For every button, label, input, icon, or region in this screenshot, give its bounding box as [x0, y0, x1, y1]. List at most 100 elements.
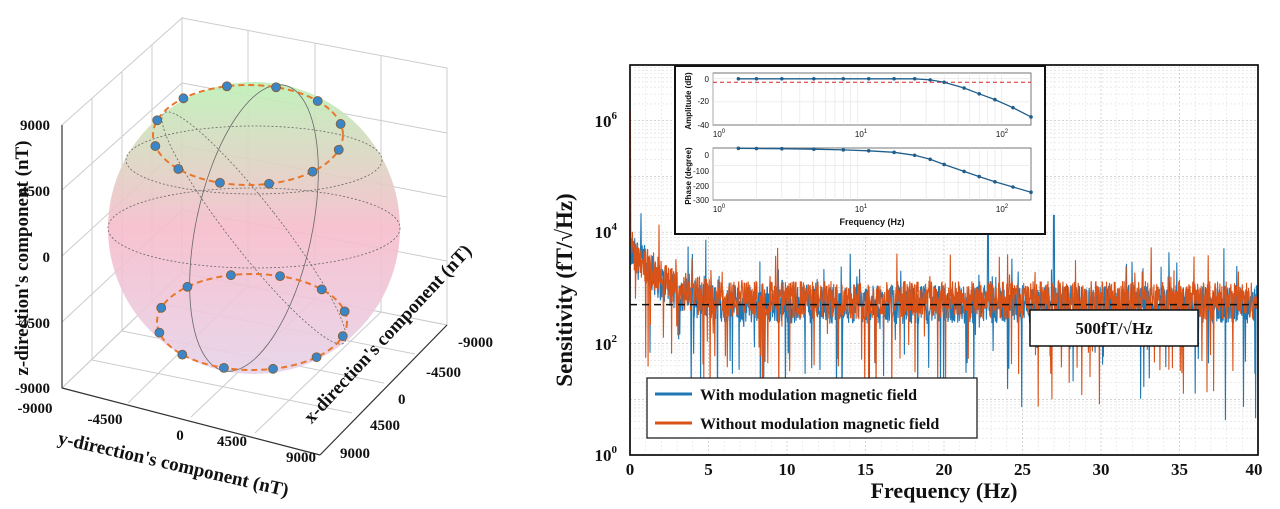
main-x-axis-label: Frequency (Hz)	[871, 478, 1018, 503]
y-tick-labels: -9000 -4500 0 4500 9000	[18, 401, 317, 466]
ring-point	[268, 363, 278, 374]
y-tick-label: 4500	[217, 434, 247, 450]
x-tick-label: 35	[1171, 460, 1188, 479]
phase-point	[1011, 185, 1015, 189]
amp-y-tick: -40	[697, 121, 709, 130]
ring-point	[337, 331, 348, 342]
x-tick-label: -4500	[426, 365, 461, 381]
ring-point	[173, 164, 184, 174]
ring-point	[316, 284, 327, 295]
phase-y-tick: -300	[693, 196, 710, 205]
z-tick-label: 9000	[20, 118, 50, 134]
x-tick-label: 30	[1093, 460, 1110, 479]
amp-x-tick: 100	[713, 129, 726, 139]
phase-y-tick: -100	[693, 167, 710, 176]
inset: 0 -20 -40 0 -100 -200 -300 100 101 102 1…	[674, 65, 1046, 235]
amp-y-axis-label: Amplitude (dB)	[684, 72, 693, 130]
ring-points	[150, 81, 350, 374]
amplitude-point	[993, 97, 997, 102]
amplitude-point	[977, 92, 982, 96]
x-tick-label: 20	[936, 460, 953, 479]
phase-point	[962, 169, 966, 174]
x-tick-label: 0	[626, 460, 635, 479]
ring-point	[177, 349, 188, 360]
ring-point	[311, 352, 322, 363]
inset-series	[736, 76, 1033, 194]
phase-point	[892, 150, 896, 155]
main-y-axis-label: Sensitivity (fT/√Hz)	[552, 193, 577, 386]
z-tick-labels: 9000 4500 0 -4500 -9000	[15, 118, 50, 397]
amp-y-tick: -20	[697, 97, 709, 106]
legend-box	[646, 377, 978, 439]
phase-point	[942, 162, 946, 167]
main-y-tick-labels: 100 102 104 106	[595, 110, 618, 465]
x-tick-label: -9000	[458, 335, 493, 351]
phase-point	[993, 180, 997, 184]
amplitude-point	[736, 76, 741, 81]
y-tick-1e0: 100	[595, 444, 618, 465]
amp-x-tick: 101	[855, 129, 868, 139]
y-tick-label: 9000	[286, 450, 316, 466]
amplitude-point	[892, 76, 896, 81]
x-tick-label: 40	[1246, 460, 1263, 479]
upper-ring	[152, 84, 344, 186]
ring-point	[215, 177, 225, 188]
amplitude-point	[866, 76, 871, 81]
y-tick-label: -9000	[18, 401, 53, 417]
ring-point	[182, 281, 193, 292]
ring-point	[222, 81, 232, 92]
x-tick-label: 25	[1014, 460, 1031, 479]
ring-point	[152, 115, 163, 126]
legend: With modulation magnetic field Without m…	[646, 377, 978, 439]
amplitude-point	[780, 76, 784, 81]
z-tick-label: -4500	[15, 316, 50, 332]
phase-x-tick: 101	[855, 204, 868, 214]
amplitude-point	[942, 80, 946, 85]
ring-point	[264, 178, 274, 189]
amplitude-point	[812, 76, 816, 81]
phase-plot-area	[712, 147, 1032, 201]
ring-point	[154, 327, 165, 338]
amplitude-point	[1029, 115, 1033, 119]
ring-point	[333, 144, 344, 155]
y-tick-label: -4500	[88, 412, 123, 428]
ring-point	[178, 93, 189, 104]
amp-plot-area	[712, 72, 1032, 126]
amplitude-point	[928, 78, 932, 82]
main-x-tick-labels: 0 5 10 15 20 25 30 35 40	[626, 460, 1263, 479]
x-tick-label: 10	[779, 460, 796, 479]
x-tick-label: 9000	[340, 446, 370, 462]
phase-point	[977, 174, 982, 179]
phase-point	[866, 148, 871, 153]
sphere-latitude-upper	[125, 125, 383, 195]
phase-y-axis-label: Phase (degree)	[684, 147, 693, 205]
z-tick-label: -9000	[15, 381, 50, 397]
phase-point	[841, 148, 846, 152]
ring-point	[275, 271, 285, 282]
phase-point	[928, 157, 932, 162]
amplitude-point	[1011, 105, 1015, 110]
phase-point	[912, 153, 917, 158]
phase-x-tick: 100	[713, 204, 726, 214]
phase-y-tick: -200	[693, 182, 710, 191]
amp-y-tick: 0	[705, 75, 710, 84]
ring-point	[150, 141, 161, 151]
x-axis-line	[319, 324, 448, 456]
y-tick-1e2: 102	[595, 333, 618, 354]
phase-point	[754, 146, 759, 151]
y-tick-1e4: 104	[595, 221, 618, 242]
legend-label-without: Without modulation magnetic field	[700, 416, 939, 433]
reference-label-box	[1029, 309, 1199, 347]
z-axis-label: z-direction's component (nT)	[12, 140, 33, 375]
phase-y-tick: 0	[705, 151, 710, 160]
phase-point	[812, 147, 816, 152]
y-tick-label: 0	[176, 428, 184, 444]
lower-ring	[156, 273, 348, 371]
phase-x-tick: 102	[996, 204, 1009, 214]
amp-x-tick: 102	[996, 129, 1009, 139]
ring-point	[307, 166, 318, 177]
amplitude-point	[754, 76, 759, 81]
amplitude-point	[912, 76, 917, 81]
y-tick-1e6: 106	[595, 110, 618, 131]
